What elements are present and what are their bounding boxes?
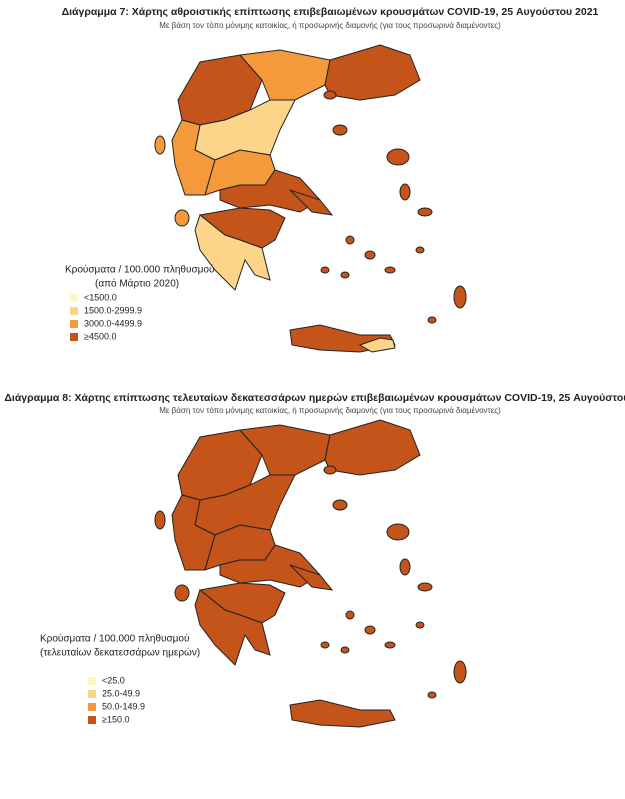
legend-label: 25.0-49.9 [102, 688, 140, 698]
legend-swatch [70, 320, 78, 328]
legend-swatch [88, 716, 96, 724]
legend-swatch [70, 333, 78, 341]
map-title: Διάγραμμα 8: Χάρτης επίπτωσης τελευταίων… [4, 392, 625, 404]
legend-swatch [88, 677, 96, 685]
legend-subtitle: (τελευταίων δεκατεσσάρων ημερών) [40, 647, 200, 659]
legend-label: <1500.0 [84, 292, 117, 302]
legend-swatch [88, 703, 96, 711]
legend-title: Κρούσματα / 100.000 πληθυσμού [65, 264, 214, 276]
map-subtitle: Με βάση τον τόπο μόνιμης κατοικίας, ή πρ… [159, 21, 501, 30]
legend-label: 1500.0-2999.9 [84, 305, 142, 315]
legend-swatch [88, 690, 96, 698]
legend-subtitle: (από Μάρτιο 2020) [95, 278, 179, 290]
legend-label: <25.0 [102, 675, 125, 685]
legend-label: ≥150.0 [102, 714, 129, 724]
legend-label: 3000.0-4499.9 [84, 318, 142, 328]
map [154, 44, 467, 353]
map-subtitle: Με βάση τον τόπο μόνιμης κατοικίας, ή πρ… [159, 406, 501, 415]
legend-swatch [70, 307, 78, 315]
legend-label: ≥4500.0 [84, 331, 116, 341]
legend-swatch [70, 294, 78, 302]
map-title: Διάγραμμα 7: Χάρτης αθροιστικής επίπτωση… [62, 6, 599, 18]
legend-label: 50.0-149.9 [102, 701, 145, 711]
map [154, 419, 467, 728]
legend-title: Κρούσματα / 100.000 πληθυσμού [40, 633, 189, 645]
